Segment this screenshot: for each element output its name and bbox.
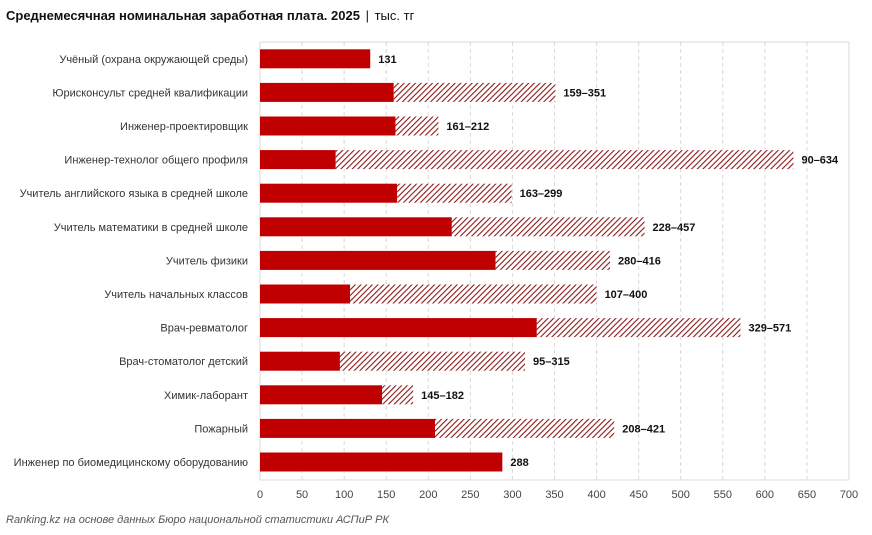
value-label: 131	[378, 54, 396, 66]
bar-range	[335, 150, 794, 170]
category-label: Инженер по биомедицинскому оборудованию	[14, 457, 248, 469]
value-label: 228–457	[653, 222, 696, 234]
bar-min	[260, 385, 383, 405]
bar-min	[260, 116, 396, 136]
value-label: 163–299	[520, 188, 563, 200]
category-label: Юрисконсульт средней квалификации	[52, 87, 248, 99]
bar-range	[395, 116, 439, 136]
bar-min	[260, 217, 452, 237]
category-label: Учитель начальных классов	[104, 289, 248, 301]
chart-title: Среднемесячная номинальная заработная пл…	[6, 8, 414, 23]
bar-min	[260, 418, 436, 438]
value-label: 145–182	[421, 390, 464, 402]
bar-range	[393, 82, 556, 102]
x-tick-label: 300	[503, 489, 521, 501]
category-label: Учитель физики	[166, 255, 248, 267]
bar-min	[260, 351, 340, 371]
bar-min	[260, 452, 503, 472]
value-label: 208–421	[622, 423, 665, 435]
category-label: Учитель английского языка в средней школ…	[20, 188, 248, 200]
bar-range	[435, 418, 615, 438]
bar-min	[260, 49, 371, 69]
bar-range	[339, 351, 526, 371]
bar-range	[536, 318, 741, 338]
category-label: Врач-стоматолог детский	[119, 356, 248, 368]
x-tick-label: 50	[296, 489, 308, 501]
category-label: Пожарный	[194, 423, 248, 435]
x-tick-label: 350	[545, 489, 563, 501]
x-tick-label: 550	[714, 489, 732, 501]
x-tick-label: 250	[461, 489, 479, 501]
bar-range	[397, 183, 512, 203]
category-label: Учёный (охрана окружающей среды)	[59, 54, 248, 66]
category-label: Инженер-технолог общего профиля	[64, 155, 248, 167]
x-tick-label: 100	[335, 489, 353, 501]
chart-title-text: Среднемесячная номинальная заработная пл…	[6, 8, 360, 23]
x-tick-label: 0	[257, 489, 263, 501]
bar-range	[451, 217, 645, 237]
bar-min	[260, 250, 496, 270]
value-label: 90–634	[801, 155, 839, 167]
value-label: 288	[510, 457, 528, 469]
x-tick-label: 500	[672, 489, 690, 501]
value-label: 280–416	[618, 255, 661, 267]
bar-min	[260, 150, 336, 170]
x-tick-label: 600	[756, 489, 774, 501]
x-tick-label: 700	[840, 489, 858, 501]
category-label: Химик-лаборант	[164, 390, 248, 402]
bar-min	[260, 82, 394, 102]
bar-min	[260, 284, 351, 304]
title-unit: тыс. тг	[374, 8, 415, 23]
labels: 0 50 100 150 200 250 300 350 400 450 500 550 600 650 7…	[14, 54, 859, 501]
x-tick-label: 650	[798, 489, 816, 501]
category-label: Врач-ревматолог	[160, 323, 248, 335]
title-separator: |	[365, 8, 369, 23]
x-tick-label: 200	[419, 489, 437, 501]
value-label: 95–315	[533, 356, 570, 368]
x-tick-label: 400	[587, 489, 605, 501]
value-label: 159–351	[563, 87, 606, 99]
category-label: Инженер-проектировщик	[120, 121, 248, 133]
value-label: 329–571	[748, 323, 791, 335]
bar-min	[260, 183, 398, 203]
value-label: 161–212	[446, 121, 489, 133]
bar-min	[260, 318, 537, 338]
bars	[260, 49, 794, 472]
bar-range	[350, 284, 597, 304]
x-tick-label: 150	[377, 489, 395, 501]
category-label: Учитель математики в средней школе	[54, 222, 248, 234]
bar-range	[495, 250, 611, 270]
source-note: Ranking.kz на основе данных Бюро национа…	[6, 514, 389, 526]
x-tick-label: 450	[629, 489, 647, 501]
bar-range	[382, 385, 414, 405]
value-label: 107–400	[605, 289, 648, 301]
